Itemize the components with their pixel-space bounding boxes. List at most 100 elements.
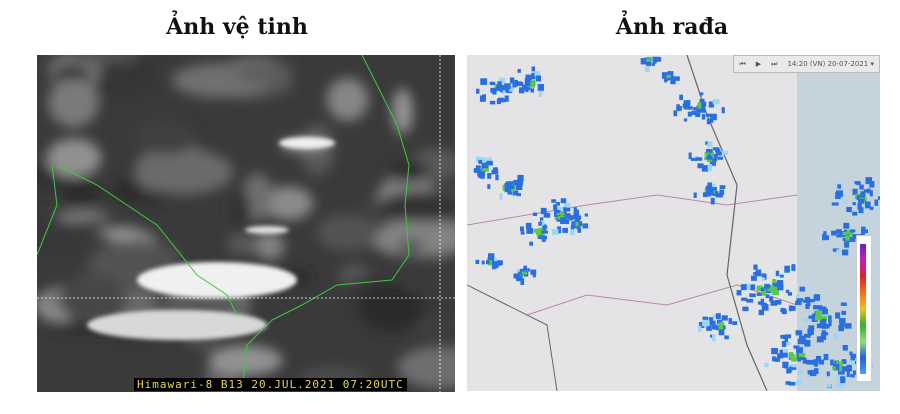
- radar-echo: [518, 271, 522, 275]
- radar-echo: [542, 225, 548, 229]
- radar-echo: [782, 361, 789, 368]
- radar-echo: [693, 192, 697, 199]
- radar-echo: [494, 261, 502, 266]
- radar-echo: [843, 222, 850, 229]
- radar-echo: [812, 313, 816, 317]
- satellite-cloud-map: [37, 55, 455, 392]
- first-frame-button[interactable]: ⏮: [739, 59, 746, 68]
- radar-echo: [850, 354, 856, 362]
- radar-echo: [781, 341, 787, 347]
- radar-echo: [688, 152, 692, 160]
- satellite-image: Himawari-8 B13 20.JUL.2021 07:20UTC: [37, 55, 455, 392]
- radar-echo: [710, 151, 715, 159]
- radar-echo: [482, 164, 489, 172]
- radar-echo: [795, 330, 803, 336]
- radar-echo: [513, 273, 520, 279]
- radar-echo: [821, 315, 827, 322]
- radar-echo: [492, 87, 497, 95]
- cloud-patch: [48, 78, 99, 128]
- radar-echo: [728, 318, 733, 325]
- radar-echo: [784, 265, 791, 273]
- radar-echo: [534, 70, 541, 77]
- bright-cloud: [87, 310, 267, 340]
- radar-echo: [489, 81, 496, 86]
- radar-echo: [741, 297, 748, 301]
- radar-echo: [571, 224, 575, 230]
- radar-echo: [725, 335, 729, 340]
- radar-echo: [736, 290, 742, 296]
- radar-echo: [485, 157, 492, 164]
- radar-echo: [707, 164, 713, 171]
- radar-echo: [715, 313, 721, 320]
- radar-echo: [823, 235, 830, 241]
- radar-echo: [670, 78, 676, 85]
- radar-echo: [843, 198, 847, 205]
- radar-echo: [683, 118, 688, 122]
- radar-echo: [874, 199, 879, 206]
- radar-echo: [802, 317, 809, 323]
- province-border: [526, 284, 798, 316]
- radar-echo: [806, 334, 811, 338]
- radar-echo: [849, 360, 856, 365]
- radar-echo: [813, 305, 820, 310]
- radar-echo: [815, 355, 822, 363]
- radar-echo: [821, 323, 828, 329]
- radar-echo: [786, 368, 792, 374]
- radar-echo: [807, 328, 814, 335]
- radar-echo: [867, 188, 871, 194]
- radar-echo: [712, 325, 719, 330]
- radar-echo: [828, 320, 832, 327]
- radar-echo: [560, 217, 567, 225]
- radar-echo: [846, 206, 852, 213]
- radar-echo: [476, 88, 480, 94]
- radar-echo: [852, 202, 856, 206]
- radar-echo: [830, 359, 834, 366]
- cloud-patch: [254, 232, 285, 260]
- radar-echo: [846, 364, 852, 372]
- radar-echo: [501, 89, 506, 94]
- radar-echo: [512, 190, 519, 196]
- last-frame-button[interactable]: ⏭: [771, 59, 778, 68]
- play-button[interactable]: ▶: [755, 60, 762, 68]
- radar-echo: [507, 185, 515, 190]
- radar-echo: [560, 198, 567, 204]
- radar-echo: [785, 289, 790, 294]
- radar-echo: [504, 182, 512, 187]
- radar-echo: [764, 362, 769, 368]
- radar-echo: [772, 279, 777, 284]
- radar-echo: [528, 81, 535, 88]
- radar-echo: [722, 150, 729, 155]
- radar-echo: [821, 308, 828, 315]
- radar-echo: [859, 184, 864, 190]
- radar-echo: [818, 359, 825, 365]
- radar-echo: [695, 157, 703, 161]
- radar-echo: [706, 118, 712, 125]
- radar-echo: [491, 169, 499, 175]
- radar-echo: [520, 278, 525, 286]
- radar-echo: [816, 323, 823, 329]
- time-select[interactable]: 14:20 (VN) 20-07-2021 ▾: [787, 60, 874, 68]
- radar-echo: [504, 187, 510, 193]
- radar-echo: [481, 260, 485, 265]
- radar-echo: [806, 301, 811, 307]
- radar-echo: [475, 165, 481, 173]
- radar-echo: [761, 304, 769, 311]
- radar-echo: [827, 384, 832, 388]
- radar-echo: [823, 231, 827, 236]
- legend-color-bar: [860, 244, 866, 374]
- radar-echo: [516, 81, 523, 85]
- cloud-patch: [358, 283, 425, 333]
- radar-echo: [706, 155, 713, 160]
- radar-echo: [869, 190, 873, 197]
- radar-echo: [691, 110, 697, 116]
- cloud-patch: [134, 149, 234, 195]
- radar-echo: [695, 112, 701, 117]
- radar-echo: [532, 212, 538, 216]
- radar-echo: [852, 211, 858, 216]
- cloud-patch: [234, 63, 292, 82]
- radar-echo: [772, 281, 779, 286]
- radar-echo: [774, 357, 781, 362]
- radar-echo: [504, 95, 509, 102]
- radar-echo: [699, 98, 705, 105]
- radar-map: [467, 55, 880, 391]
